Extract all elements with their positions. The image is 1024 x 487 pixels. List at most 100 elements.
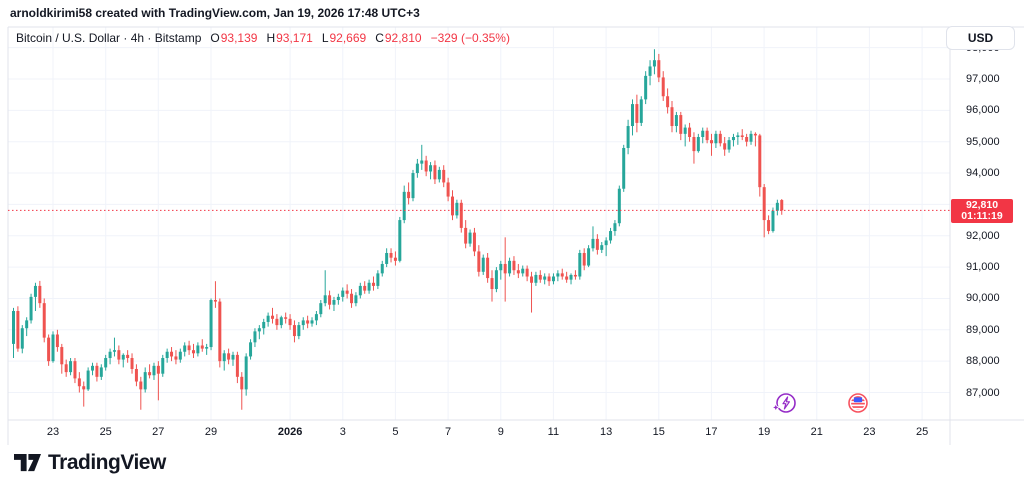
- candle: [292, 320, 296, 343]
- candle: [468, 229, 472, 247]
- high-value: 93,171: [276, 31, 313, 45]
- candle: [512, 256, 516, 275]
- currency-toggle-button[interactable]: USD: [946, 26, 1015, 50]
- candle: [38, 280, 42, 308]
- candle: [306, 315, 310, 329]
- candle: [73, 358, 77, 384]
- candle: [29, 293, 33, 324]
- candle: [652, 49, 656, 75]
- candle: [354, 292, 358, 307]
- candle: [358, 282, 362, 299]
- candle: [12, 307, 15, 359]
- tradingview-logo-link[interactable]: TradingView: [14, 451, 166, 475]
- time-axis-label: 29: [204, 426, 218, 438]
- candle: [644, 71, 648, 105]
- candle: [20, 325, 24, 354]
- time-axis-label: 13: [599, 426, 613, 438]
- last-price-tag: 92,810 01:11:19: [951, 199, 1013, 224]
- candle: [191, 343, 195, 359]
- candle: [139, 376, 143, 410]
- candle: [429, 162, 433, 180]
- price-axis-label: 89,000: [966, 323, 1000, 336]
- candle: [455, 199, 459, 219]
- candle: [231, 351, 235, 366]
- candle: [213, 281, 217, 308]
- candle: [222, 350, 226, 371]
- candle: [407, 182, 411, 205]
- candle: [244, 353, 248, 396]
- flash-event-icon[interactable]: [771, 388, 801, 418]
- candle: [196, 342, 200, 357]
- candle: [771, 207, 775, 233]
- candle: [126, 350, 130, 363]
- candle: [758, 133, 762, 197]
- candle: [600, 242, 604, 253]
- candle: [323, 270, 327, 307]
- candle: [402, 185, 406, 224]
- candle: [753, 132, 757, 147]
- price-axis-label: 95,000: [966, 135, 1000, 148]
- bar-countdown: 01:11:19: [961, 210, 1003, 223]
- candle: [209, 298, 213, 351]
- candle: [33, 282, 37, 311]
- candle: [69, 358, 73, 376]
- candle: [42, 298, 46, 343]
- candle: [617, 185, 621, 227]
- candle: [328, 290, 332, 310]
- candle: [249, 339, 253, 360]
- candle: [657, 53, 661, 83]
- candle: [275, 314, 279, 330]
- candle: [297, 321, 301, 340]
- candle: [95, 362, 99, 382]
- us-economic-event-icon[interactable]: [843, 388, 873, 418]
- candle: [573, 270, 577, 280]
- candle: [25, 317, 29, 337]
- time-axis-label: 15: [652, 426, 665, 438]
- candle: [714, 130, 718, 148]
- candle: [622, 144, 626, 192]
- candle: [767, 215, 771, 235]
- candle: [433, 160, 437, 185]
- price-axis-label: 87,000: [966, 386, 1000, 399]
- candle: [749, 130, 753, 145]
- high-label: H: [266, 31, 276, 45]
- time-axis[interactable]: 23 25 27 29 2026 3 5 7 9 11 13 15 17 19 21 23 25: [0, 420, 1024, 445]
- candle: [701, 127, 705, 144]
- candle: [745, 133, 749, 147]
- time-axis-label: 17: [705, 426, 718, 438]
- candle: [16, 306, 20, 352]
- candle: [551, 273, 555, 285]
- candle: [420, 144, 424, 170]
- candle: [679, 111, 683, 141]
- candle: [152, 362, 156, 380]
- tradingview-logo-icon: [14, 454, 41, 472]
- candle: [670, 100, 674, 133]
- low-label: L: [321, 31, 329, 45]
- candle: [218, 298, 222, 368]
- time-axis-label: 27: [152, 426, 165, 438]
- candle: [367, 279, 371, 294]
- candle: [481, 254, 485, 275]
- candle: [534, 271, 538, 286]
- ohlc-close: C 92,810: [375, 31, 421, 45]
- ohlc-high: H 93,171: [266, 31, 312, 45]
- candle: [271, 307, 275, 324]
- close-label: C: [375, 31, 384, 45]
- candle: [609, 227, 613, 244]
- candle: [178, 348, 182, 363]
- candle: [161, 354, 165, 377]
- candle: [310, 317, 314, 327]
- candle: [437, 166, 441, 183]
- candle: [613, 220, 617, 236]
- candle: [319, 300, 323, 318]
- candle: [371, 276, 375, 291]
- candle: [257, 325, 261, 340]
- candle: [200, 339, 204, 352]
- candle: [165, 348, 169, 363]
- candle: [587, 245, 591, 268]
- price-axis-label: 94,000: [966, 167, 1000, 180]
- ohlc-low: L 92,669: [322, 31, 366, 45]
- candle: [393, 251, 397, 266]
